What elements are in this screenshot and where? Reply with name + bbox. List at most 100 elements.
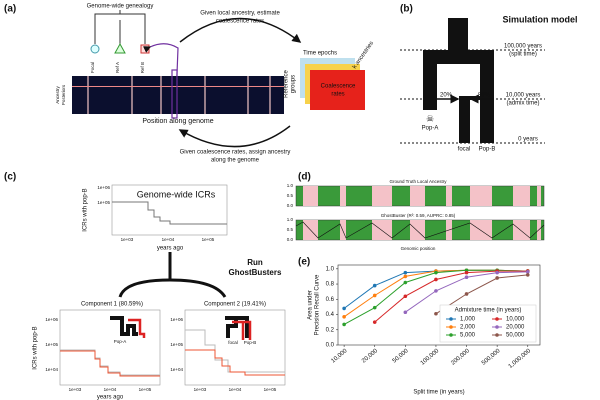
y-tick-label: 1e+06: [97, 185, 110, 190]
rect-shape: [184, 309, 286, 386]
y-tick-label: 0.0: [326, 343, 335, 349]
x-tick-label: 1e+04: [104, 387, 117, 392]
y-label: Area under: [308, 290, 314, 320]
x-tick-label: 50,000: [392, 348, 410, 365]
skull: ☠: [426, 113, 434, 123]
y-tick-label: 0.2: [326, 327, 335, 333]
plot-frame: [111, 184, 228, 236]
path-shape: [185, 329, 285, 373]
ref-a-icon: [114, 42, 126, 54]
y-label: ICRs with pop-B: [83, 188, 89, 231]
track-block: [303, 186, 318, 206]
run-label: GhostBusters: [229, 268, 282, 277]
legend-swatch: [495, 325, 499, 329]
y-tick-label: 0.5: [287, 227, 294, 232]
x-tick-label: 1e+05: [139, 387, 152, 392]
track-title: Ground Truth Local Ancestry: [389, 179, 447, 184]
position-label: Position along genome: [142, 118, 213, 125]
pct-label: 20%: [440, 93, 453, 99]
y-tick-label: 1.0: [287, 217, 294, 222]
y-tick-label: 1e+06: [170, 317, 183, 322]
ref-groups-label: groups: [291, 75, 297, 93]
x-tick-label: 1e+03: [69, 387, 82, 392]
legend-label: 2,000: [460, 325, 476, 331]
legend-label: 50,000: [506, 333, 525, 339]
pop-label: Pop-B: [479, 147, 496, 153]
point: [464, 270, 469, 275]
path-shape: [110, 316, 138, 336]
sub-plot: [184, 309, 286, 386]
legend-box: [439, 304, 537, 343]
track-block: [372, 186, 392, 206]
y-tick-label: 0.4: [326, 312, 335, 318]
top-arrow-text: coalescence rates: [216, 19, 264, 25]
legend-swatch: [495, 333, 499, 337]
point: [403, 274, 408, 279]
y-tick-label: 0.6: [326, 297, 335, 303]
path-shape: [128, 318, 146, 338]
admix-label: 10,000 years: [506, 93, 541, 99]
point: [342, 322, 346, 327]
y-tick-label: 0.8: [326, 282, 335, 288]
genealogy-title: Genome-wide genealogy: [87, 4, 154, 10]
y-tick-label: 1e+05: [170, 342, 183, 347]
epoch-box: [310, 70, 365, 110]
legend-swatch: [449, 317, 453, 321]
x-tick-label: 200,000: [450, 348, 471, 367]
y-tick-label: 1e+06: [45, 317, 58, 322]
split-label: 100,000 years: [504, 44, 542, 50]
point: [434, 270, 438, 275]
legend-label: 10,000: [506, 317, 525, 323]
bottom-arrow: [178, 125, 291, 148]
y-tick-label: 1e+05: [97, 200, 110, 205]
point: [464, 275, 469, 279]
path-shape: [232, 320, 252, 340]
point: [372, 305, 377, 310]
path-shape: [185, 349, 285, 376]
heatmap-row: [72, 86, 284, 87]
track-block: [340, 220, 346, 240]
point: [464, 292, 469, 296]
track-edge: [295, 221, 545, 239]
tracks: 1.0 0.5 0.0 1.0 0.5 0.0: [287, 183, 545, 242]
component-label: Component 1 (80.59%): [81, 302, 143, 308]
posterior-label: Posteriors: [61, 84, 66, 105]
point: [403, 310, 408, 315]
point: [525, 273, 530, 277]
track-block: [513, 186, 530, 206]
pct-label: 80%: [478, 93, 491, 99]
point: [372, 283, 377, 288]
path-shape: [60, 350, 160, 377]
legend-label: 1,000: [460, 317, 476, 323]
x-tick-label: 100,000: [420, 348, 441, 367]
x-tick-label: 500,000: [481, 348, 502, 367]
track-block: [446, 186, 452, 206]
highlight: [171, 69, 178, 119]
legend-label: 20,000: [506, 325, 525, 331]
rect-shape: [59, 309, 161, 386]
track-block: [513, 220, 530, 240]
y-tick-label: 0.5: [287, 193, 294, 198]
x-tick-label: 1e+05: [202, 237, 215, 242]
panel-label: (c): [4, 172, 16, 183]
point: [403, 280, 408, 285]
y-label: Precision Recall Curve: [315, 274, 321, 335]
track-block: [470, 186, 492, 206]
x-label: years ago: [157, 246, 184, 252]
ref-b-icon: [140, 44, 150, 54]
pop-label: Pop-A: [422, 126, 439, 132]
legend-swatch: [449, 333, 453, 337]
pop-label: focal: [458, 147, 471, 153]
point: [434, 289, 438, 293]
leaf-label: Ref B: [140, 62, 145, 73]
point: [495, 270, 499, 275]
focal-icon: [90, 44, 100, 54]
track-title: GhostBuster (R²: 0.59, AUPRC: 0.85): [381, 213, 456, 218]
point: [434, 311, 438, 316]
inset-label: Pop-A: [114, 339, 127, 344]
split-label: (split time): [509, 52, 537, 58]
top-arrow: [179, 17, 302, 43]
point: [342, 306, 346, 311]
x-tick-label: 1,000,000: [508, 348, 533, 370]
